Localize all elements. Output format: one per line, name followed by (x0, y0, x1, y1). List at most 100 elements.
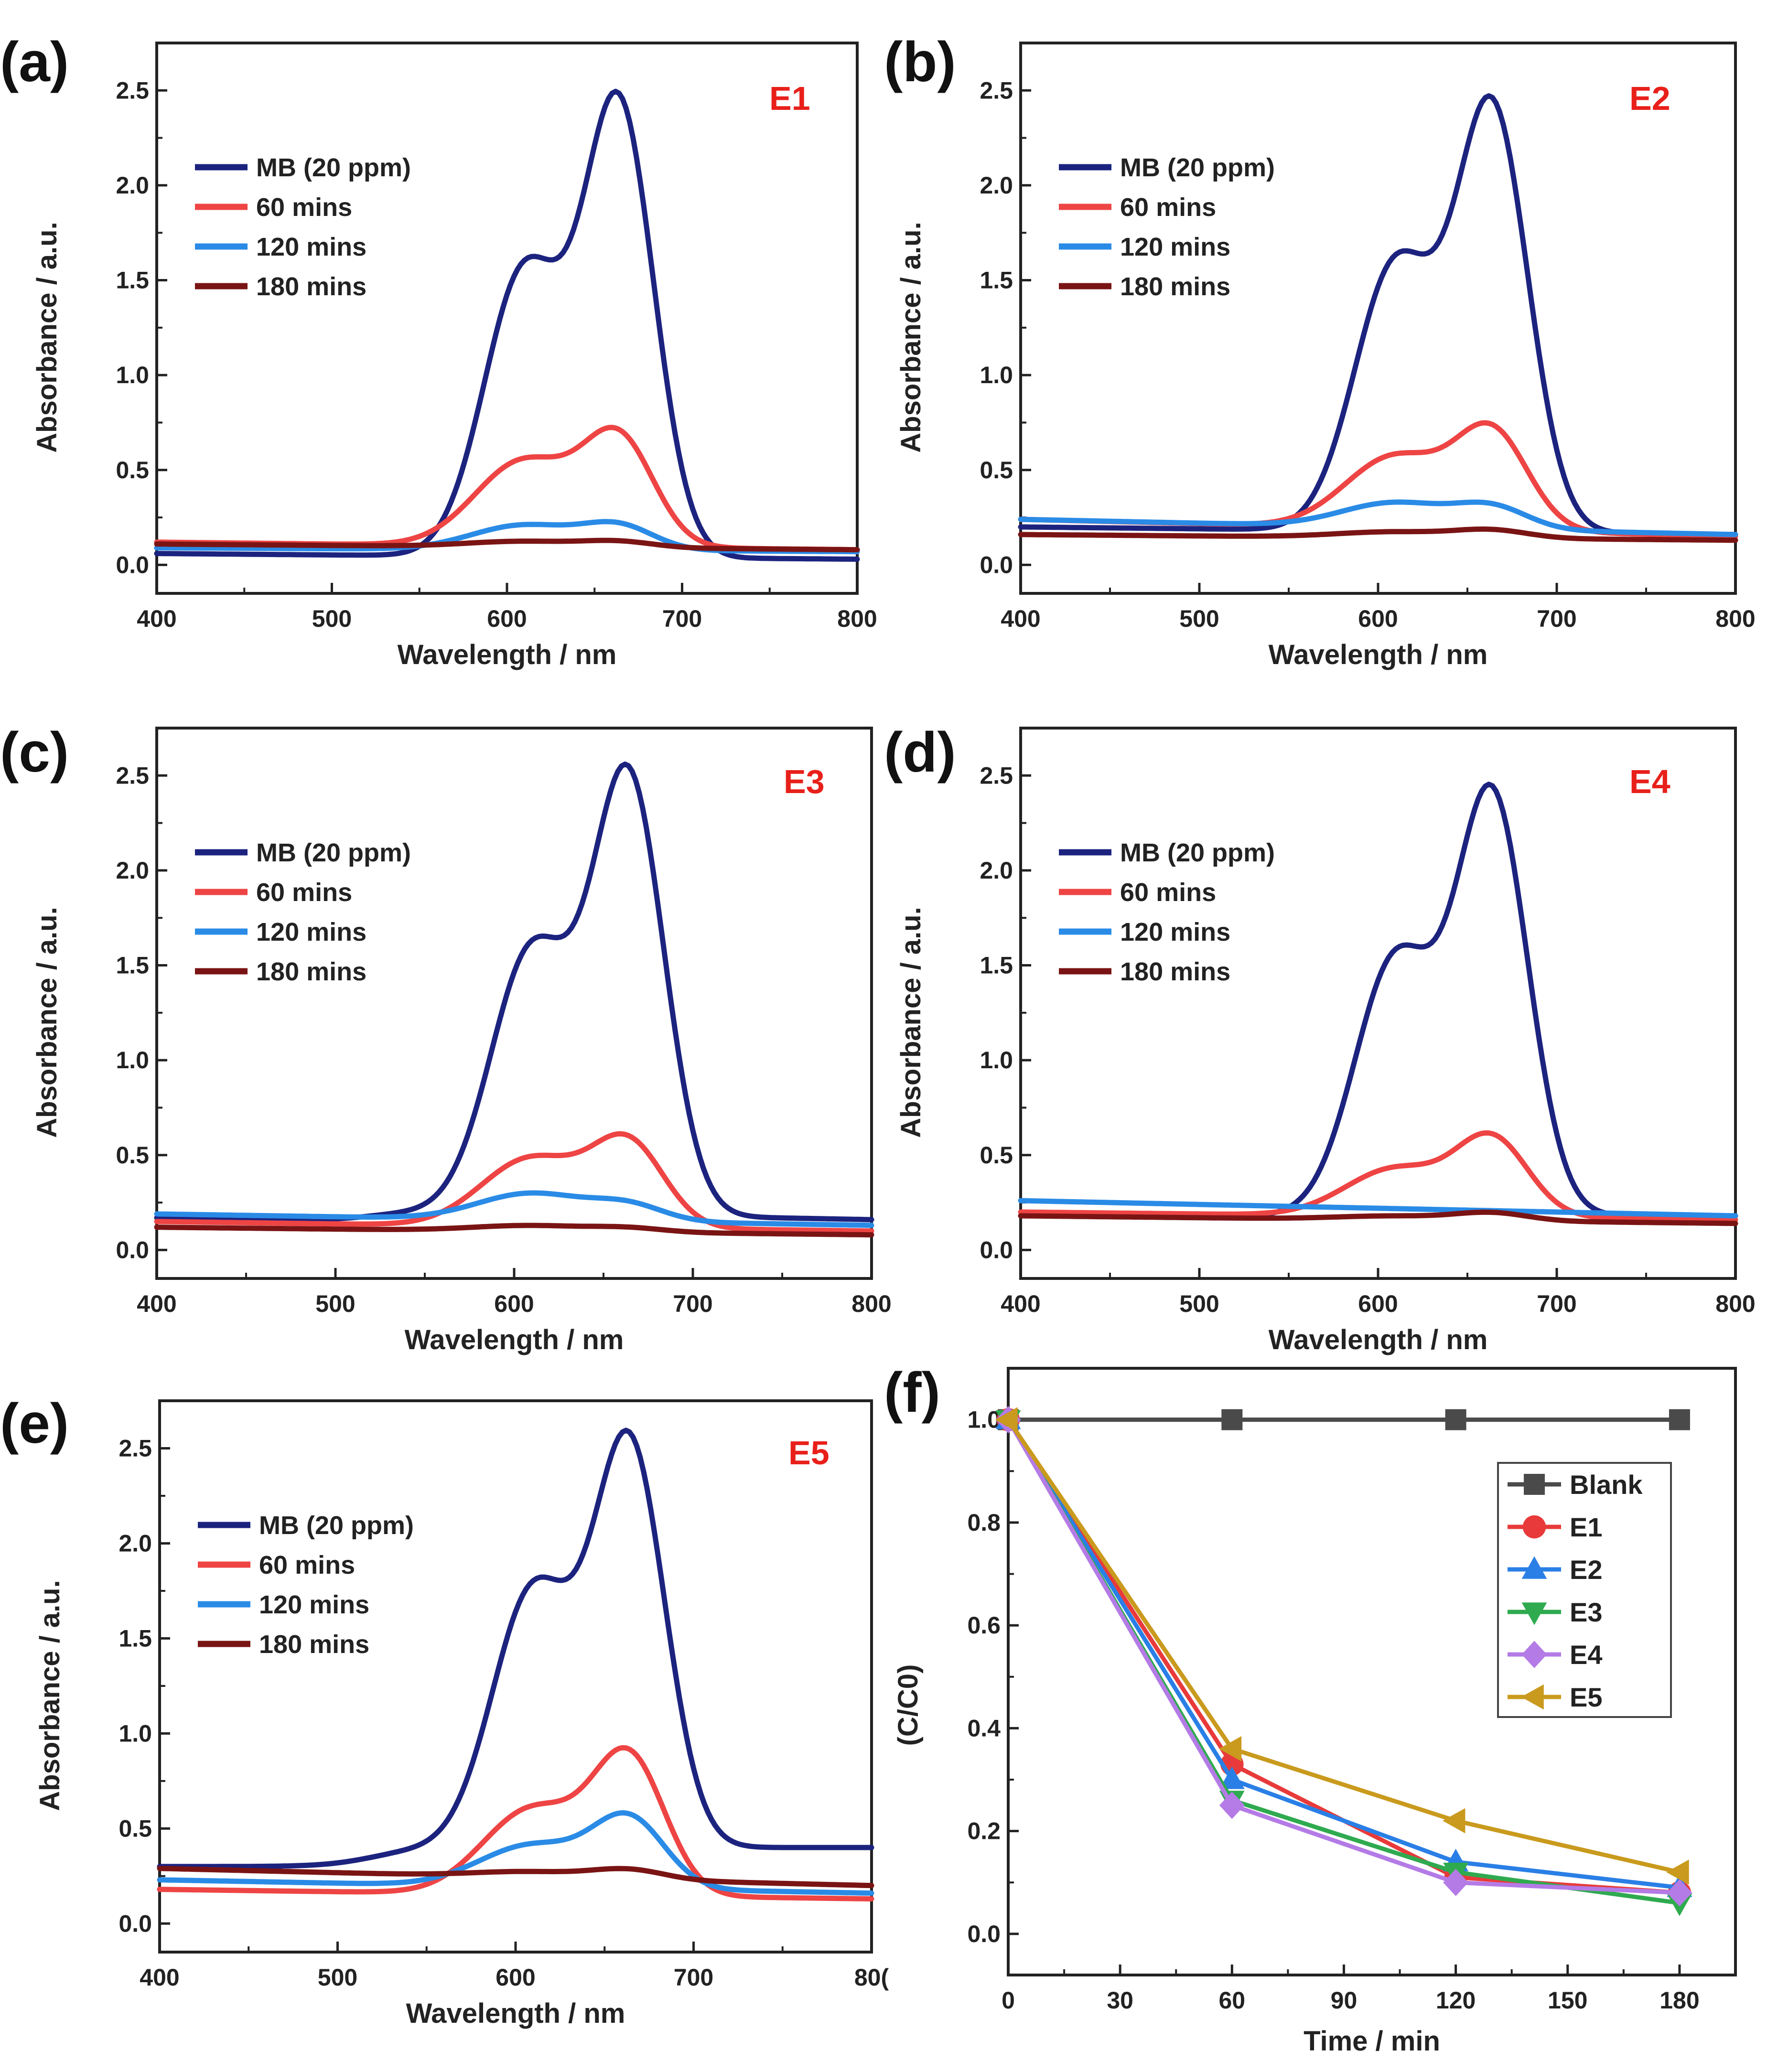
y-tick-label: 0.5 (980, 457, 1013, 483)
y-tick-label: 1.5 (116, 952, 149, 979)
x-axis-title: Wavelength / nm (1269, 1324, 1488, 1355)
x-tick-label: 700 (674, 1964, 713, 1991)
y-tick-label: 0.8 (967, 1509, 1001, 1536)
sample-label: E2 (1629, 80, 1670, 117)
panel-label: (b) (884, 31, 956, 94)
panel-label: (f) (884, 1361, 940, 1424)
y-tick-label: 1.0 (967, 1406, 1001, 1433)
y-tick-label: 0.0 (967, 1921, 1001, 1947)
legend-label: 180 mins (1120, 957, 1230, 986)
legend-label: 120 mins (259, 1590, 369, 1619)
y-tick-label: 0.5 (116, 1142, 149, 1169)
y-tick-label: 2.5 (980, 77, 1013, 104)
legend-label: E1 (1570, 1512, 1603, 1542)
legend-marker (1521, 1684, 1544, 1710)
x-tick-label: 500 (312, 605, 352, 632)
legend-label: 120 mins (256, 918, 366, 946)
x-tick-label: 500 (1179, 605, 1219, 632)
data-point (1666, 1859, 1689, 1885)
legend-marker (1524, 1474, 1545, 1495)
x-tick-label: 700 (1537, 1290, 1576, 1317)
legend-label: MB (20 ppm) (256, 838, 411, 867)
chart-panel-2: (b) 0.0 0.5 1.0 1.5 2.0 2.5 E2 400 500 600 700 800 Wa… (884, 31, 1756, 670)
series-line-2 (154, 425, 860, 553)
legend-label: MB (20 ppm) (256, 153, 411, 182)
y-tick-label: 0.0 (116, 551, 149, 578)
data-point (1219, 1792, 1245, 1819)
series-line-4 (154, 1223, 874, 1238)
x-axis-title: Wavelength / nm (1269, 639, 1488, 670)
legend-label: 180 mins (256, 957, 366, 986)
y-tick-label: 0.2 (967, 1818, 1001, 1845)
legend-box (1497, 1462, 1672, 1718)
legend-label: 60 mins (259, 1551, 355, 1579)
y-tick-label: 2.0 (116, 172, 149, 199)
y-tick-label: 2.0 (980, 857, 1013, 884)
series-line-2 (157, 1745, 874, 1902)
y-axis-title: Absorbance / a.u. (895, 222, 927, 452)
x-tick-label: 600 (1358, 1290, 1398, 1317)
chart-panel-4: (d) 0.0 0.5 1.0 1.5 2.0 2.5 E4 400 500 600 700 800 Wa… (884, 721, 1756, 1355)
y-tick-label: 1.0 (116, 1047, 149, 1074)
y-axis-title: (C/C0) (893, 1664, 924, 1746)
data-point (1219, 1766, 1245, 1789)
x-axis-title: Wavelength / nm (405, 1324, 624, 1355)
data-point (1445, 1409, 1466, 1430)
legend-label: Blank (1570, 1470, 1643, 1500)
chart-panel-6: (f) 0.0 0.2 0.4 0.6 0.8 1.0 0 30 60 90 120 150 180 Tim… (884, 1361, 1737, 2057)
x-tick-label: 800 (1715, 605, 1755, 632)
x-axis-title: Wavelength / nm (398, 639, 617, 670)
series-line-1 (157, 1428, 874, 1869)
series-line-1 (154, 762, 874, 1223)
y-tick-label: 0.0 (980, 551, 1013, 578)
y-axis-title: Absorbance / a.u. (895, 907, 927, 1138)
y-tick-label: 1.5 (980, 952, 1013, 979)
y-tick-label: 2.5 (119, 1435, 152, 1461)
legend-marker (1521, 1556, 1547, 1579)
x-tick-label: 30 (1107, 1987, 1133, 2014)
legend-label: 180 mins (256, 272, 366, 301)
y-tick-label: 1.0 (119, 1720, 152, 1747)
series-line-4 (1018, 1209, 1738, 1226)
x-tick-label: 800 (851, 1290, 891, 1317)
y-tick-label: 0.0 (980, 1236, 1013, 1263)
series-line-1 (154, 88, 860, 562)
y-tick-label: 0.5 (116, 457, 149, 483)
y-tick-label: 1.0 (980, 1047, 1013, 1074)
legend-marker (1521, 1641, 1547, 1668)
plot-frame (1019, 42, 1737, 595)
y-axis-title: Absorbance / a.u. (32, 222, 63, 452)
sample-label: E4 (1629, 763, 1670, 800)
x-tick-label: 400 (137, 1290, 176, 1317)
legend-label: E3 (1570, 1597, 1603, 1627)
panel-label: (d) (884, 721, 956, 784)
legend-label: 60 mins (256, 193, 352, 222)
x-tick-label: 500 (315, 1290, 355, 1317)
series-line-e2 (1006, 1418, 1680, 1890)
y-tick-label: 1.5 (116, 267, 149, 294)
data-point (1667, 1879, 1692, 1907)
x-tick-label: 600 (487, 605, 527, 632)
y-tick-label: 1.5 (980, 267, 1013, 294)
panel-label: (e) (0, 1392, 69, 1455)
legend-label: E2 (1570, 1555, 1603, 1585)
y-tick-label: 2.0 (116, 857, 149, 884)
plot-frame (155, 42, 859, 595)
y-tick-label: 1.5 (119, 1625, 152, 1652)
series-line-3 (154, 1190, 874, 1228)
x-tick-label: 600 (496, 1964, 535, 1991)
panel-label: (c) (0, 721, 69, 784)
y-tick-label: 1.0 (116, 362, 149, 388)
legend-label: 180 mins (259, 1630, 369, 1659)
x-tick-label: 800 (837, 605, 877, 632)
series-line-2 (154, 1131, 874, 1234)
legend-marker (1521, 1602, 1547, 1625)
legend-label: MB (20 ppm) (1120, 153, 1275, 182)
plot-frame (1007, 1367, 1737, 1976)
x-tick-label: 400 (1001, 1290, 1040, 1317)
x-tick-label: 500 (318, 1964, 357, 1991)
legend-label: 120 mins (256, 233, 366, 261)
series-line-4 (157, 1866, 874, 1889)
x-tick-label: 180 (1659, 1987, 1699, 2014)
data-point (1218, 1736, 1242, 1761)
